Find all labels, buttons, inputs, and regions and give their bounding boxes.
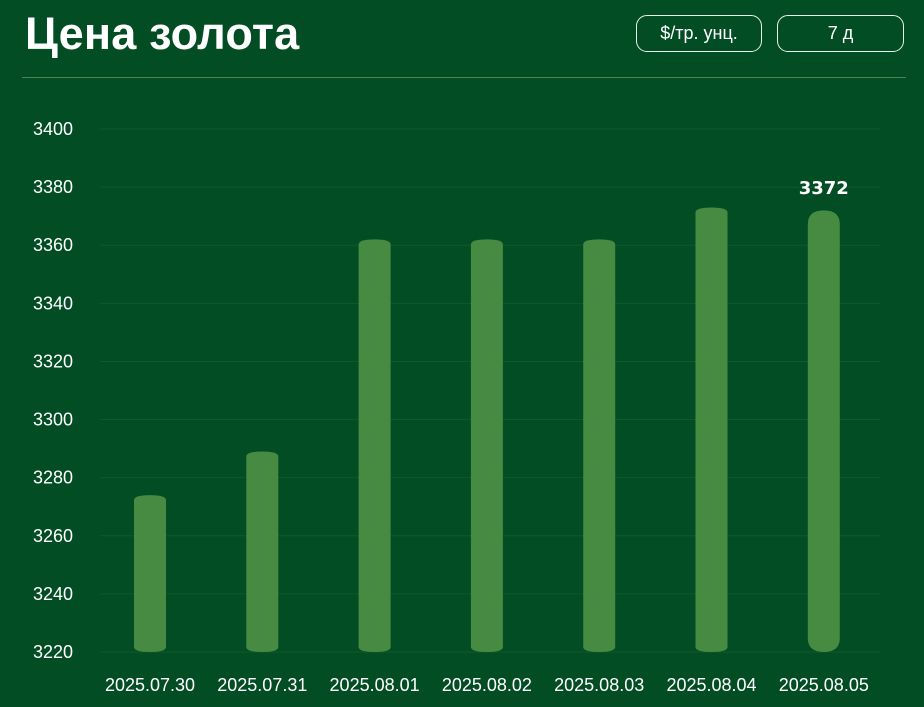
- x-tick-label: 2025.07.31: [217, 675, 307, 695]
- page-title: Цена золота: [25, 8, 300, 59]
- y-tick-label: 3240: [33, 584, 73, 604]
- bar-2025.07.30[interactable]: [134, 495, 166, 652]
- x-tick-label: 2025.08.03: [554, 675, 644, 695]
- value-labels: 3372: [799, 178, 849, 199]
- x-tick-label: 2025.08.02: [442, 675, 532, 695]
- y-tick-label: 3260: [33, 526, 73, 546]
- header-divider: [22, 77, 906, 78]
- unit-toggle-button[interactable]: $/тр. унц.: [636, 15, 762, 52]
- x-axis-ticks: 2025.07.30 2025.07.31 2025.08.01 2025.08.02…: [105, 675, 869, 695]
- y-tick-label: 3380: [33, 177, 73, 197]
- x-tick-label: 2025.08.01: [330, 675, 420, 695]
- x-tick-label: 2025.07.30: [105, 675, 195, 695]
- bar-2025.07.31[interactable]: [246, 451, 279, 652]
- bar-2025.08.01[interactable]: [358, 239, 391, 652]
- y-axis-ticks: 3220 3240 3260 3280 3300 3320 3340 3360 3380 3400: [33, 119, 73, 662]
- y-tick-label: 3280: [33, 468, 73, 488]
- y-tick-label: 3400: [33, 119, 73, 139]
- y-tick-label: 3360: [33, 235, 73, 255]
- bar-value-label: 3372: [799, 178, 849, 199]
- y-tick-label: 3300: [33, 410, 73, 430]
- y-tick-label: 3220: [33, 642, 73, 662]
- bar-2025.08.02[interactable]: [470, 239, 503, 652]
- bar-2025.08.03[interactable]: [583, 239, 616, 652]
- bars: [134, 207, 840, 652]
- x-tick-label: 2025.08.05: [779, 675, 869, 695]
- y-tick-label: 3340: [33, 293, 73, 313]
- range-selector-button[interactable]: 7 д: [777, 15, 904, 52]
- bar-2025.08.05[interactable]: [807, 210, 840, 652]
- x-tick-label: 2025.08.04: [666, 675, 756, 695]
- bar-2025.08.04[interactable]: [695, 207, 728, 652]
- y-tick-label: 3320: [33, 351, 73, 371]
